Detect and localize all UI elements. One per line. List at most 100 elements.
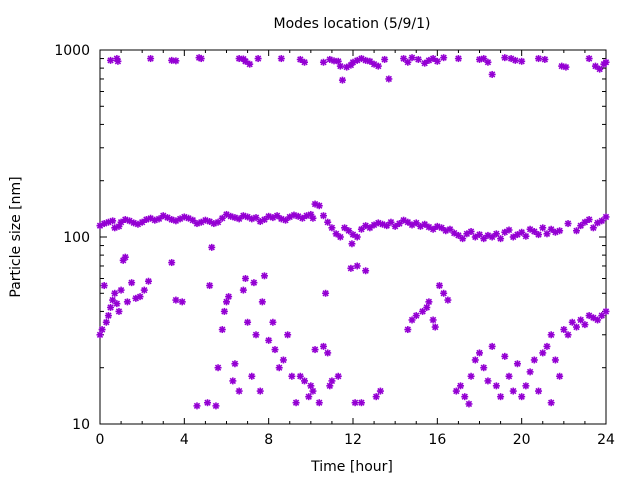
data-point bbox=[501, 54, 509, 62]
data-point bbox=[309, 214, 317, 222]
y-tick-label: 100 bbox=[63, 230, 90, 246]
data-point bbox=[279, 356, 287, 364]
data-point bbox=[454, 55, 462, 63]
chart-title: Modes location (5/9/1) bbox=[274, 16, 431, 32]
data-point bbox=[275, 364, 283, 372]
data-point bbox=[178, 298, 186, 306]
data-point bbox=[440, 289, 448, 297]
x-tick-label: 12 bbox=[344, 432, 362, 448]
data-point bbox=[351, 399, 359, 407]
data-point bbox=[556, 372, 564, 380]
data-point bbox=[239, 286, 247, 294]
data-point bbox=[214, 364, 222, 372]
data-point bbox=[252, 331, 260, 339]
x-tick-label: 24 bbox=[597, 432, 615, 448]
data-point bbox=[357, 399, 365, 407]
data-point bbox=[404, 326, 412, 334]
data-point bbox=[408, 54, 416, 62]
data-point bbox=[476, 349, 483, 357]
data-point bbox=[271, 346, 279, 354]
data-point bbox=[284, 331, 292, 339]
data-point bbox=[598, 217, 606, 225]
data-point bbox=[431, 323, 439, 331]
data-point bbox=[338, 76, 346, 84]
data-point bbox=[324, 218, 332, 226]
data-point bbox=[591, 62, 599, 70]
data-point bbox=[193, 402, 201, 410]
data-point bbox=[572, 323, 580, 331]
data-point bbox=[543, 230, 551, 238]
data-point bbox=[231, 360, 239, 368]
data-point bbox=[547, 399, 555, 407]
data-point bbox=[220, 307, 228, 315]
data-point bbox=[535, 387, 543, 395]
data-point bbox=[501, 352, 509, 360]
data-points bbox=[96, 54, 610, 410]
y-tick-label: 1000 bbox=[54, 43, 90, 59]
data-point bbox=[109, 217, 117, 225]
data-point bbox=[218, 326, 226, 334]
data-point bbox=[109, 296, 117, 304]
data-point bbox=[539, 224, 547, 232]
data-point bbox=[254, 55, 262, 63]
data-point bbox=[581, 321, 589, 329]
data-point bbox=[277, 55, 285, 63]
data-point bbox=[353, 233, 361, 241]
data-point bbox=[452, 387, 460, 395]
data-point bbox=[258, 298, 266, 306]
x-tick-label: 16 bbox=[428, 432, 446, 448]
data-point bbox=[347, 264, 355, 272]
data-point bbox=[497, 235, 505, 243]
data-point bbox=[348, 240, 356, 248]
data-point bbox=[488, 342, 496, 350]
data-point bbox=[260, 216, 268, 224]
data-point bbox=[256, 387, 264, 395]
data-point bbox=[269, 318, 277, 326]
data-point bbox=[423, 303, 431, 311]
data-point bbox=[511, 56, 519, 64]
data-point bbox=[324, 349, 332, 357]
data-point bbox=[115, 307, 123, 315]
data-point bbox=[223, 298, 230, 306]
data-point bbox=[562, 63, 570, 71]
data-point bbox=[429, 225, 437, 233]
data-point bbox=[425, 298, 433, 306]
data-point bbox=[568, 318, 576, 326]
data-point bbox=[435, 282, 443, 290]
x-tick-label: 20 bbox=[513, 432, 531, 448]
data-point bbox=[107, 303, 115, 311]
data-point bbox=[336, 62, 344, 70]
data-point bbox=[404, 58, 412, 66]
data-point bbox=[374, 219, 382, 227]
data-point bbox=[328, 377, 336, 385]
data-point bbox=[461, 393, 469, 401]
data-point bbox=[136, 293, 144, 301]
data-point bbox=[505, 226, 513, 234]
data-point bbox=[144, 277, 152, 285]
data-point bbox=[372, 393, 380, 401]
data-point bbox=[471, 356, 479, 364]
data-point bbox=[381, 55, 389, 63]
data-point bbox=[602, 58, 610, 66]
data-point bbox=[197, 55, 205, 63]
data-point bbox=[596, 65, 604, 73]
data-point bbox=[235, 387, 243, 395]
data-point bbox=[334, 372, 342, 380]
data-point bbox=[315, 399, 323, 407]
data-point bbox=[480, 364, 488, 372]
data-point bbox=[208, 243, 216, 251]
data-point bbox=[560, 326, 568, 334]
data-point bbox=[248, 372, 256, 380]
data-point bbox=[163, 214, 171, 222]
data-point bbox=[412, 312, 420, 320]
data-point bbox=[121, 253, 129, 261]
data-point bbox=[459, 235, 467, 243]
data-point bbox=[307, 382, 315, 390]
data-point bbox=[488, 70, 496, 78]
data-point bbox=[111, 289, 119, 297]
data-point bbox=[155, 215, 163, 223]
data-point bbox=[530, 356, 538, 364]
data-point bbox=[301, 377, 309, 385]
data-point bbox=[250, 279, 258, 287]
